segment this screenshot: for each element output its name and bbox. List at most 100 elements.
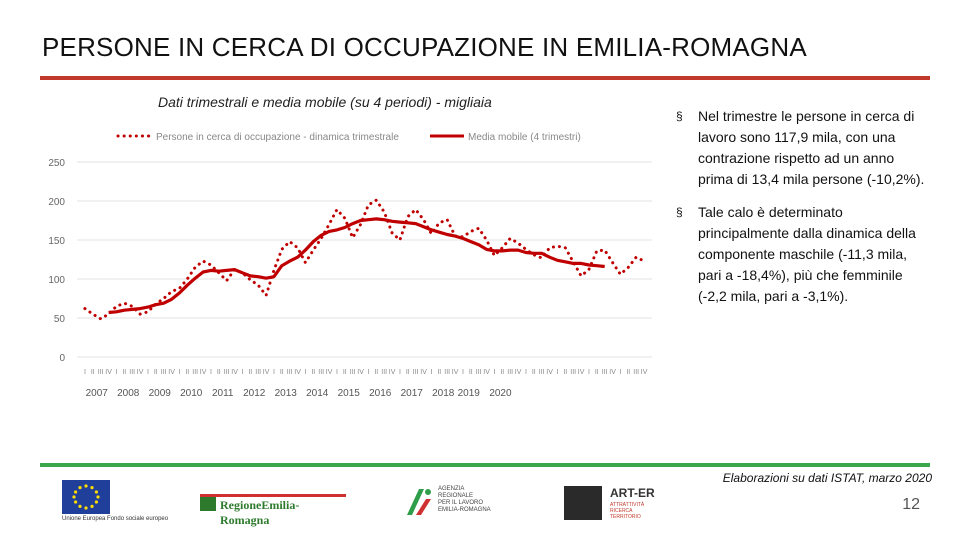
year-tick-label: 2017	[401, 388, 424, 399]
agenzia-line: AGENZIA	[438, 486, 465, 492]
quarter-tick-label: II	[532, 369, 536, 376]
year-tick-label: 2018	[432, 388, 455, 399]
quarter-tick-label: II	[500, 369, 504, 376]
regione-logo-text: RegioneEmilia-Romagna	[220, 498, 300, 527]
source-note: Elaborazioni su dati ISTAT, marzo 2020	[722, 471, 932, 485]
quarter-tick-label: I	[84, 369, 86, 376]
quarter-tick-label: IV	[263, 369, 270, 376]
quarter-tick-label: III	[633, 369, 639, 376]
quarter-tick-label: IV	[609, 369, 616, 376]
title-divider	[40, 76, 930, 80]
bullet-text: Nel trimestre le persone in cerca di lav…	[698, 108, 925, 187]
bullet-item: § Tale calo è determinato principalmente…	[676, 202, 926, 307]
quarter-tick-label: II	[595, 369, 599, 376]
quarter-tick-label: I	[430, 369, 432, 376]
quarter-tick-label: III	[192, 369, 198, 376]
bullet-icon: §	[676, 109, 683, 123]
quarter-tick-label: II	[248, 369, 252, 376]
agenzia-lavoro-icon	[407, 489, 431, 515]
quarter-tick-label: I	[178, 369, 180, 376]
quarter-tick-label: I	[493, 369, 495, 376]
agenzia-line: PER IL LAVORO	[438, 500, 484, 506]
quarter-tick-label: III	[444, 369, 450, 376]
quarter-tick-label: I	[241, 369, 243, 376]
bullet-text: Tale calo è determinato principalmente d…	[698, 204, 916, 304]
year-tick-label: 2011	[212, 388, 234, 399]
quarter-tick-label: I	[588, 369, 590, 376]
quarter-tick-label: II	[626, 369, 630, 376]
chart-subtitle: Dati trimestrali e media mobile (su 4 pe…	[158, 94, 492, 110]
quarter-tick-label: I	[304, 369, 306, 376]
quarter-tick-label: III	[602, 369, 608, 376]
year-tick-label: 2012	[243, 388, 266, 399]
year-tick-label: 2016	[369, 388, 392, 399]
y-tick-label: 100	[48, 275, 65, 286]
quarter-tick-label: IV	[294, 369, 301, 376]
quarter-tick-label: II	[437, 369, 441, 376]
quarter-tick-label: IV	[105, 369, 112, 376]
quarter-tick-label: IV	[420, 369, 427, 376]
year-tick-label: 2015	[338, 388, 361, 399]
y-tick-label: 0	[59, 353, 65, 364]
y-tick-label: 150	[48, 236, 65, 247]
legend-label: Media mobile (4 trimestri)	[468, 132, 581, 143]
quarter-tick-label: III	[255, 369, 261, 376]
quarter-tick-label: III	[161, 369, 167, 376]
series-dotted-line	[83, 198, 646, 321]
quarter-tick-label: IV	[200, 369, 207, 376]
quarter-tick-label: III	[507, 369, 513, 376]
year-tick-label: 2020	[489, 388, 512, 399]
quarter-tick-label: III	[129, 369, 135, 376]
legend-label: Persone in cerca di occupazione - dinami…	[156, 132, 399, 143]
arter-sub-line: ATTRATTIVITÀ	[610, 502, 645, 508]
quarter-tick-label: II	[154, 369, 158, 376]
year-tick-label: 2008	[117, 388, 140, 399]
quarter-tick-label: III	[350, 369, 356, 376]
quarter-tick-label: I	[147, 369, 149, 376]
quarter-tick-label: IV	[357, 369, 364, 376]
quarter-tick-label: I	[336, 369, 338, 376]
quarter-tick-label: I	[273, 369, 275, 376]
quarter-tick-label: IV	[326, 369, 333, 376]
quarter-tick-label: IV	[578, 369, 585, 376]
regione-logo: RegioneEmilia-Romagna	[200, 494, 346, 527]
quarter-tick-label: IV	[483, 369, 490, 376]
bullet-item: § Nel trimestre le persone in cerca di l…	[676, 106, 926, 190]
eu-caption: Unione Europea Fondo sociale europeo	[62, 516, 169, 522]
arter-emblem-icon	[564, 486, 602, 520]
commentary: § Nel trimestre le persone in cerca di l…	[676, 106, 926, 319]
agenzia-line: EMILIA-ROMAGNA	[438, 507, 491, 513]
quarter-tick-label: III	[413, 369, 419, 376]
arter-sub-line: TERRITORIO	[610, 514, 641, 520]
quarter-tick-label: II	[406, 369, 410, 376]
year-tick-label: 2013	[275, 388, 298, 399]
y-tick-label: 250	[48, 158, 65, 169]
quarter-tick-label: II	[185, 369, 189, 376]
regione-logo-bar	[200, 494, 346, 497]
quarter-tick-label: IV	[137, 369, 144, 376]
quarter-tick-label: II	[469, 369, 473, 376]
quarter-tick-label: II	[374, 369, 378, 376]
regione-emblem-icon	[200, 497, 216, 511]
quarter-tick-label: II	[311, 369, 315, 376]
quarter-tick-label: III	[98, 369, 104, 376]
year-tick-label: 2007	[86, 388, 109, 399]
quarter-tick-label: III	[318, 369, 324, 376]
eu-flag-logo	[62, 480, 110, 514]
bullet-icon: §	[676, 205, 683, 219]
quarter-tick-label: I	[525, 369, 527, 376]
year-tick-label: 2019	[458, 388, 481, 399]
quarter-tick-label: IV	[452, 369, 459, 376]
quarter-tick-label: I	[210, 369, 212, 376]
y-tick-label: 200	[48, 197, 65, 208]
quarter-tick-label: IV	[546, 369, 553, 376]
quarter-tick-label: I	[367, 369, 369, 376]
arter-sub-line: RICERCA	[610, 508, 633, 514]
quarter-tick-label: IV	[515, 369, 522, 376]
quarter-tick-label: III	[381, 369, 387, 376]
page-title: PERSONE IN CERCA DI OCCUPAZIONE IN EMILI…	[42, 32, 807, 62]
quarter-tick-label: IV	[168, 369, 175, 376]
quarter-tick-label: II	[217, 369, 221, 376]
footer-divider	[40, 463, 930, 467]
